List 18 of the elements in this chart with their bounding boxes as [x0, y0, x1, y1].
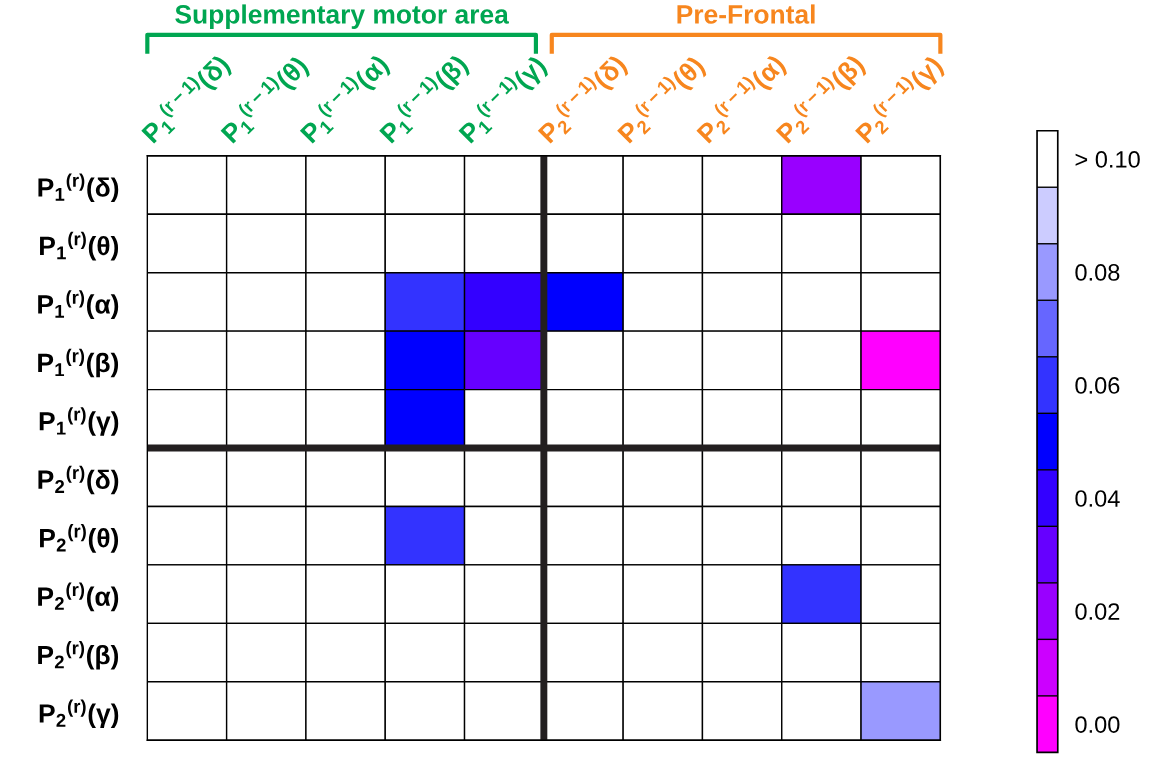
- y-tick-label: P$_{2}$$^{(r)}$(β): [38, 640, 119, 670]
- color-bar-label: 0.08: [1075, 264, 1120, 281]
- y-tick-label: P$_{1}$$^{(r)}$(θ): [40, 231, 119, 261]
- color-bar-label: 0.04: [1075, 490, 1120, 507]
- y-tick-label: P$_{2}$$^{(r)}$(α): [38, 582, 119, 612]
- y-tick-label: P$_{1}$$^{(r)}$(γ): [39, 407, 119, 436]
- y-tick-label: P$_{1}$$^{(r)}$(δ): [38, 173, 119, 203]
- color-bar-label: 0.00: [1075, 716, 1120, 733]
- color-bar-label: > 0.10: [1075, 151, 1140, 168]
- color-bar-label: 0.06: [1075, 377, 1120, 394]
- y-tick-label: P$_{2}$$^{(r)}$(δ): [38, 465, 119, 495]
- y-tick-label: P$_{2}$$^{(r)}$(θ): [40, 524, 119, 553]
- y-tick-label: P$_{1}$$^{(r)}$(β): [38, 348, 119, 378]
- y-tick-label: P$_{1}$$^{(r)}$(α): [38, 290, 119, 319]
- text: Supplementary motor area: [175, 4, 509, 29]
- color-bar-label: 0.02: [1075, 603, 1120, 620]
- text: Pre-Frontal: [677, 4, 815, 24]
- y-tick-label: P$_{2}$$^{(r)}$(γ): [39, 699, 119, 729]
